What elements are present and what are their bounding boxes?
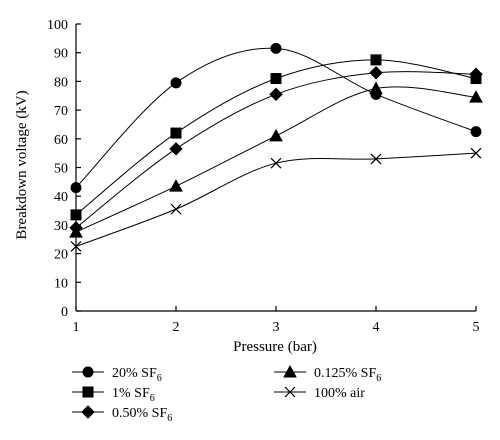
legend-label: 1% SF6 [112, 386, 155, 404]
data-point-diamond [469, 67, 483, 81]
series-line-x [75, 152, 477, 247]
data-point-x [70, 241, 82, 252]
legend-label: 0.50% SF6 [112, 406, 172, 424]
legend-label: 20% SF6 [112, 366, 162, 384]
x-tick-label: 2 [173, 320, 180, 335]
legend-label-text: 100% air [314, 386, 365, 401]
y-tick-label: 90 [54, 47, 68, 62]
legend-item: 100% air [274, 386, 365, 401]
series-line-triangle [75, 86, 477, 233]
legend-marker-triangle [283, 364, 297, 378]
data-point-square [70, 209, 82, 221]
y-tick-label: 100 [47, 18, 68, 33]
data-point-triangle [369, 81, 383, 95]
x-tick-label: 1 [73, 320, 80, 335]
data-point-x [470, 147, 482, 159]
legend-marker-square [82, 386, 94, 398]
y-axis-label: Breakdown voltage (kV) [14, 90, 30, 239]
legend-item: 0.125% SF6 [274, 364, 381, 384]
data-point-circle [470, 126, 482, 138]
y-tick-label: 60 [54, 133, 68, 148]
y-tick-label: 10 [54, 276, 68, 291]
data-point-square [170, 127, 182, 139]
x-tick-label: 3 [273, 320, 280, 335]
legend-marker-x [284, 386, 296, 398]
y-tick-label: 30 [54, 219, 68, 234]
data-point-x [270, 157, 282, 169]
data-point-square [270, 73, 282, 85]
legend-label-subscript: 6 [157, 373, 162, 384]
data-point-circle [270, 42, 282, 54]
data-point-circle [70, 182, 82, 194]
legend-item: 0.50% SF6 [72, 405, 172, 424]
legend-label-text: 0.125% SF [314, 366, 376, 381]
y-tick-label: 80 [54, 75, 68, 90]
data-point-square [370, 54, 382, 66]
y-tick-label: 70 [54, 104, 68, 119]
axes: 0 10 20 30 40 50 60 70 80 90 100 1 2 3 4 5 [47, 18, 480, 335]
data-point-diamond [269, 87, 283, 102]
legend-label-subscript: 6 [167, 413, 172, 424]
y-tick-label: 50 [54, 162, 68, 177]
series-line-circle [75, 47, 477, 188]
data-point-diamond [369, 66, 383, 80]
series-markers [69, 42, 483, 252]
x-axis-label: Pressure (bar) [233, 339, 317, 355]
x-tick-label: 4 [373, 320, 380, 335]
legend-label-text: 0.50% SF [112, 406, 167, 421]
y-tick-label: 20 [54, 248, 68, 263]
legend-item: 20% SF6 [72, 366, 162, 384]
legend-marker-diamond [81, 405, 95, 419]
data-point-x [170, 203, 182, 215]
legend-label: 100% air [314, 386, 365, 401]
data-point-triangle [169, 179, 183, 192]
legend-label-text: 20% SF [112, 366, 157, 381]
data-point-circle [170, 77, 182, 89]
legend-label: 0.125% SF6 [314, 366, 381, 384]
y-tick-label: 40 [54, 190, 68, 205]
data-point-triangle [469, 90, 483, 103]
data-point-x [370, 153, 382, 165]
y-tick-label: 0 [61, 305, 68, 320]
data-point-triangle [69, 225, 83, 238]
data-point-diamond [169, 142, 183, 156]
legend-label-subscript: 6 [150, 393, 155, 404]
legend-item: 1% SF6 [72, 386, 155, 404]
x-tick-label: 5 [473, 320, 480, 335]
legend-label-text: 1% SF [112, 386, 150, 401]
data-point-triangle [269, 128, 283, 142]
legend-label-subscript: 6 [376, 373, 381, 384]
legend-marker-circle [82, 366, 94, 378]
